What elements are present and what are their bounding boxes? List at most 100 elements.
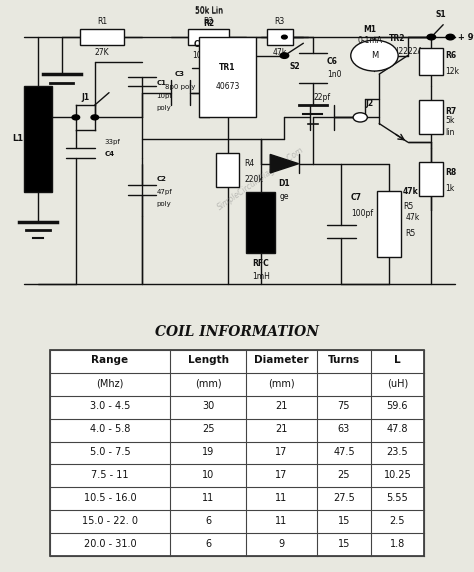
Bar xyxy=(419,101,443,134)
Text: 1mH: 1mH xyxy=(252,272,270,281)
Text: R5: R5 xyxy=(403,202,413,212)
Text: 47k: 47k xyxy=(405,213,419,223)
Text: 11: 11 xyxy=(275,492,288,503)
Text: 15.0 - 22. 0: 15.0 - 22. 0 xyxy=(82,516,138,526)
Text: 11: 11 xyxy=(202,492,214,503)
Circle shape xyxy=(446,34,455,40)
Text: Length: Length xyxy=(188,355,228,365)
Text: 15: 15 xyxy=(338,516,350,526)
Text: 3.0 - 4.5: 3.0 - 4.5 xyxy=(90,401,130,411)
Bar xyxy=(188,29,229,45)
Text: 6: 6 xyxy=(205,516,211,526)
Text: lin: lin xyxy=(446,128,455,137)
Text: 17: 17 xyxy=(275,470,288,480)
Text: Range: Range xyxy=(91,355,128,365)
Text: 12k: 12k xyxy=(446,66,460,76)
Text: 30: 30 xyxy=(202,401,214,411)
Bar xyxy=(419,162,443,196)
Text: 25: 25 xyxy=(337,470,350,480)
Text: S1: S1 xyxy=(436,10,446,18)
Text: 63: 63 xyxy=(338,424,350,434)
Text: L1: L1 xyxy=(13,134,24,144)
Text: 50k Lin: 50k Lin xyxy=(194,6,223,15)
Text: (uH): (uH) xyxy=(387,378,408,388)
Text: 7.5 - 11: 7.5 - 11 xyxy=(91,470,129,480)
Text: 47k: 47k xyxy=(403,187,419,196)
Text: R1: R1 xyxy=(97,17,107,26)
Text: 40673: 40673 xyxy=(215,82,240,91)
Text: 2.5: 2.5 xyxy=(390,516,405,526)
Text: 9: 9 xyxy=(279,539,284,549)
Polygon shape xyxy=(270,154,299,173)
Text: (mm): (mm) xyxy=(268,378,295,388)
Text: poly: poly xyxy=(156,105,171,111)
Text: C4: C4 xyxy=(104,152,114,157)
Text: 21: 21 xyxy=(275,401,288,411)
Text: C3: C3 xyxy=(175,72,185,77)
Text: SimpleCircuitDiagram.Com: SimpleCircuitDiagram.Com xyxy=(216,146,306,212)
Text: (Mhz): (Mhz) xyxy=(96,378,124,388)
Text: 21: 21 xyxy=(275,424,288,434)
Text: 19: 19 xyxy=(202,447,214,457)
Text: 25: 25 xyxy=(202,424,214,434)
Bar xyxy=(377,191,401,257)
Text: 8p0 poly: 8p0 poly xyxy=(165,84,195,90)
Text: 47.8: 47.8 xyxy=(387,424,408,434)
Text: 1.8: 1.8 xyxy=(390,539,405,549)
Bar xyxy=(199,37,256,117)
Text: 1k: 1k xyxy=(446,184,455,193)
Text: 5k: 5k xyxy=(446,116,455,125)
Text: TR2: TR2 xyxy=(389,34,405,43)
Text: ge: ge xyxy=(280,192,289,201)
Text: Diameter: Diameter xyxy=(254,355,309,365)
Circle shape xyxy=(72,115,80,120)
Text: 11: 11 xyxy=(275,516,288,526)
Bar xyxy=(80,29,124,45)
Bar xyxy=(246,192,275,253)
Text: C2: C2 xyxy=(156,176,166,182)
Circle shape xyxy=(91,115,99,120)
Text: M: M xyxy=(371,51,378,60)
Text: 17: 17 xyxy=(275,447,288,457)
Text: 1n0: 1n0 xyxy=(327,70,342,78)
Circle shape xyxy=(353,113,367,122)
Text: R6: R6 xyxy=(446,51,456,60)
Text: R4: R4 xyxy=(244,159,255,168)
Text: 10n: 10n xyxy=(192,51,206,60)
Circle shape xyxy=(427,34,436,40)
Text: 27K: 27K xyxy=(95,48,109,57)
Text: R8: R8 xyxy=(446,169,457,177)
Text: 47.5: 47.5 xyxy=(333,447,355,457)
Circle shape xyxy=(351,40,398,71)
Text: 47pf: 47pf xyxy=(156,189,172,194)
Text: 220k: 220k xyxy=(244,174,263,184)
Text: C5: C5 xyxy=(194,41,204,49)
Text: J2: J2 xyxy=(365,99,373,108)
Text: D1: D1 xyxy=(279,179,290,188)
Text: 75: 75 xyxy=(337,401,350,411)
Text: C7: C7 xyxy=(351,193,362,202)
Bar xyxy=(216,153,239,187)
Text: 15: 15 xyxy=(338,539,350,549)
Text: L: L xyxy=(394,355,401,365)
Text: COIL INFORMATION: COIL INFORMATION xyxy=(155,325,319,339)
Text: 23.5: 23.5 xyxy=(387,447,408,457)
Text: 10: 10 xyxy=(202,470,214,480)
Text: M1: M1 xyxy=(363,25,376,34)
Bar xyxy=(50,350,424,556)
Text: 59.6: 59.6 xyxy=(387,401,408,411)
Text: TR1: TR1 xyxy=(219,63,236,73)
Text: 10pf: 10pf xyxy=(156,93,172,99)
Text: 4.0 - 5.8: 4.0 - 5.8 xyxy=(90,424,130,434)
Bar xyxy=(419,48,443,76)
Text: C1: C1 xyxy=(156,81,166,86)
Text: 50k Lin
R2: 50k Lin R2 xyxy=(194,7,223,26)
Bar xyxy=(266,29,292,45)
Text: R7: R7 xyxy=(446,107,457,116)
Text: Turns: Turns xyxy=(328,355,360,365)
Text: 100pf: 100pf xyxy=(351,209,373,217)
Text: C6: C6 xyxy=(327,57,338,66)
Text: R5: R5 xyxy=(405,229,416,238)
Text: 10.25: 10.25 xyxy=(383,470,411,480)
Circle shape xyxy=(282,35,287,39)
